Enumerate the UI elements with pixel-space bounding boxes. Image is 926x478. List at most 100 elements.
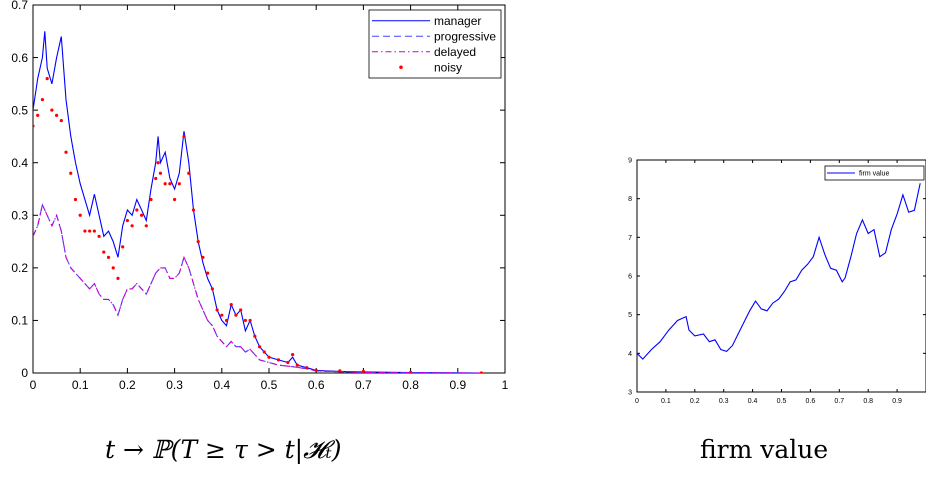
series-noisy-point	[191, 208, 196, 212]
series-noisy-point	[33, 124, 35, 128]
series-noisy-point	[229, 303, 233, 307]
x-tick-label: 0.5	[261, 378, 278, 392]
y-tick-label: 0.6	[11, 51, 28, 65]
series-noisy-point	[55, 113, 59, 117]
series-delayed-line	[33, 203, 482, 373]
caption-right: firm value	[700, 435, 829, 464]
series-noisy-point	[196, 239, 200, 244]
x-tick-label: 0.3	[166, 378, 183, 392]
series-noisy-point	[69, 171, 73, 175]
series-noisy-point	[64, 150, 68, 154]
series-noisy-point	[257, 345, 262, 349]
legend-label-firm-value: firm value	[859, 170, 889, 177]
y-tick-label: 0.5	[11, 103, 28, 117]
legend-label-noisy: noisy	[434, 60, 462, 74]
x-tick-label: 0.2	[690, 398, 700, 405]
series-noisy-point	[121, 245, 125, 249]
y-tick-label: 0	[21, 366, 28, 380]
y-tick-label: 7	[628, 235, 632, 242]
series-noisy-point	[83, 229, 87, 233]
series-noisy-point	[286, 360, 290, 365]
series-noisy-point	[116, 276, 120, 280]
legend-swatch-noisy	[399, 65, 403, 70]
legend: firm value	[824, 165, 925, 181]
x-tick-label: 0.2	[119, 378, 136, 392]
series-noisy-point	[163, 182, 167, 186]
series-noisy-point	[220, 313, 224, 317]
series-noisy-point	[361, 369, 365, 373]
series-noisy-point	[125, 218, 129, 223]
series-noisy-point	[276, 358, 281, 362]
y-tick-label: 0.1	[11, 314, 28, 328]
y-tick-label: 9	[628, 157, 632, 164]
y-tick-label: 0.4	[11, 156, 28, 170]
series-noisy-point	[267, 355, 271, 359]
caption-left: t → ℙ(T ≥ τ > t|𝓗ₜ)	[105, 435, 342, 464]
y-tick-label: 5	[628, 312, 632, 319]
legend-label-progressive: progressive	[434, 29, 496, 43]
series-noisy-point	[149, 197, 153, 202]
x-tick-label: 0.6	[308, 378, 325, 392]
series-noisy-point	[130, 224, 134, 228]
series-manager-line	[33, 31, 482, 373]
series-noisy-point	[144, 224, 148, 228]
legend-box	[368, 9, 502, 79]
series-noisy-point	[338, 369, 342, 373]
series-noisy-point	[253, 334, 257, 338]
y-tick-label: 3	[628, 389, 632, 396]
series-noisy-point	[156, 161, 160, 165]
series-noisy-point	[139, 213, 144, 217]
series-noisy-point	[291, 353, 295, 357]
x-tick-label: 0.9	[449, 378, 466, 392]
x-tick-label: 0.4	[748, 398, 758, 405]
series-noisy-point	[305, 366, 309, 370]
series-noisy-point	[111, 266, 115, 270]
plot-frame	[636, 159, 926, 393]
series-noisy-point	[36, 113, 40, 117]
x-tick-label: 0.7	[834, 398, 844, 405]
series-noisy-point	[154, 176, 158, 181]
y-tick-label: 4	[628, 351, 632, 358]
legend-label-manager: manager	[434, 14, 481, 28]
x-tick-label: 0	[30, 378, 37, 392]
y-tick-label: 0.3	[11, 208, 28, 222]
legend-label-delayed: delayed	[434, 45, 476, 59]
x-tick-label: 0.1	[661, 398, 671, 405]
series-noisy-point	[215, 308, 219, 312]
series-noisy-point	[201, 255, 205, 259]
x-tick-label: 0.1	[72, 378, 89, 392]
series-noisy-point	[262, 350, 266, 354]
series-noisy-point	[102, 250, 106, 254]
y-tick-label: 0.2	[11, 261, 28, 275]
x-tick-label: 1	[502, 378, 509, 392]
series-noisy-point	[40, 98, 45, 102]
series-noisy-point	[234, 313, 238, 317]
series-layer	[33, 31, 483, 373]
series-noisy-point	[97, 234, 101, 238]
series-noisy-point	[173, 197, 177, 202]
series-noisy-point	[243, 318, 247, 323]
series-noisy-point	[135, 208, 139, 212]
series-noisy-markers	[33, 77, 483, 373]
x-tick-label: 0.7	[355, 378, 372, 392]
series-noisy-point	[239, 308, 243, 312]
series-noisy-point	[88, 229, 92, 233]
series-noisy-point	[479, 371, 483, 373]
series-noisy-point	[59, 119, 63, 123]
series-noisy-point	[206, 271, 210, 275]
series-noisy-point	[224, 318, 229, 323]
x-tick-label: 0.3	[719, 398, 729, 405]
series-layer	[637, 183, 921, 360]
chart-default-probability: 0 0.1 0.2 0.3 0.4 0.5 0.6 0.7 0.8 0.9 1 0 0.1 0.2 0.3 0…	[11, 0, 508, 392]
series-noisy-point	[177, 182, 181, 186]
y-tick-label: 0.7	[11, 0, 28, 12]
series-noisy-point	[92, 229, 96, 233]
series-noisy-point	[314, 368, 318, 372]
series-noisy-point	[50, 108, 54, 112]
series-noisy-point	[295, 363, 299, 367]
legend-box	[824, 165, 925, 181]
series-noisy-point	[78, 213, 82, 217]
x-tick-label: 0	[635, 398, 639, 405]
